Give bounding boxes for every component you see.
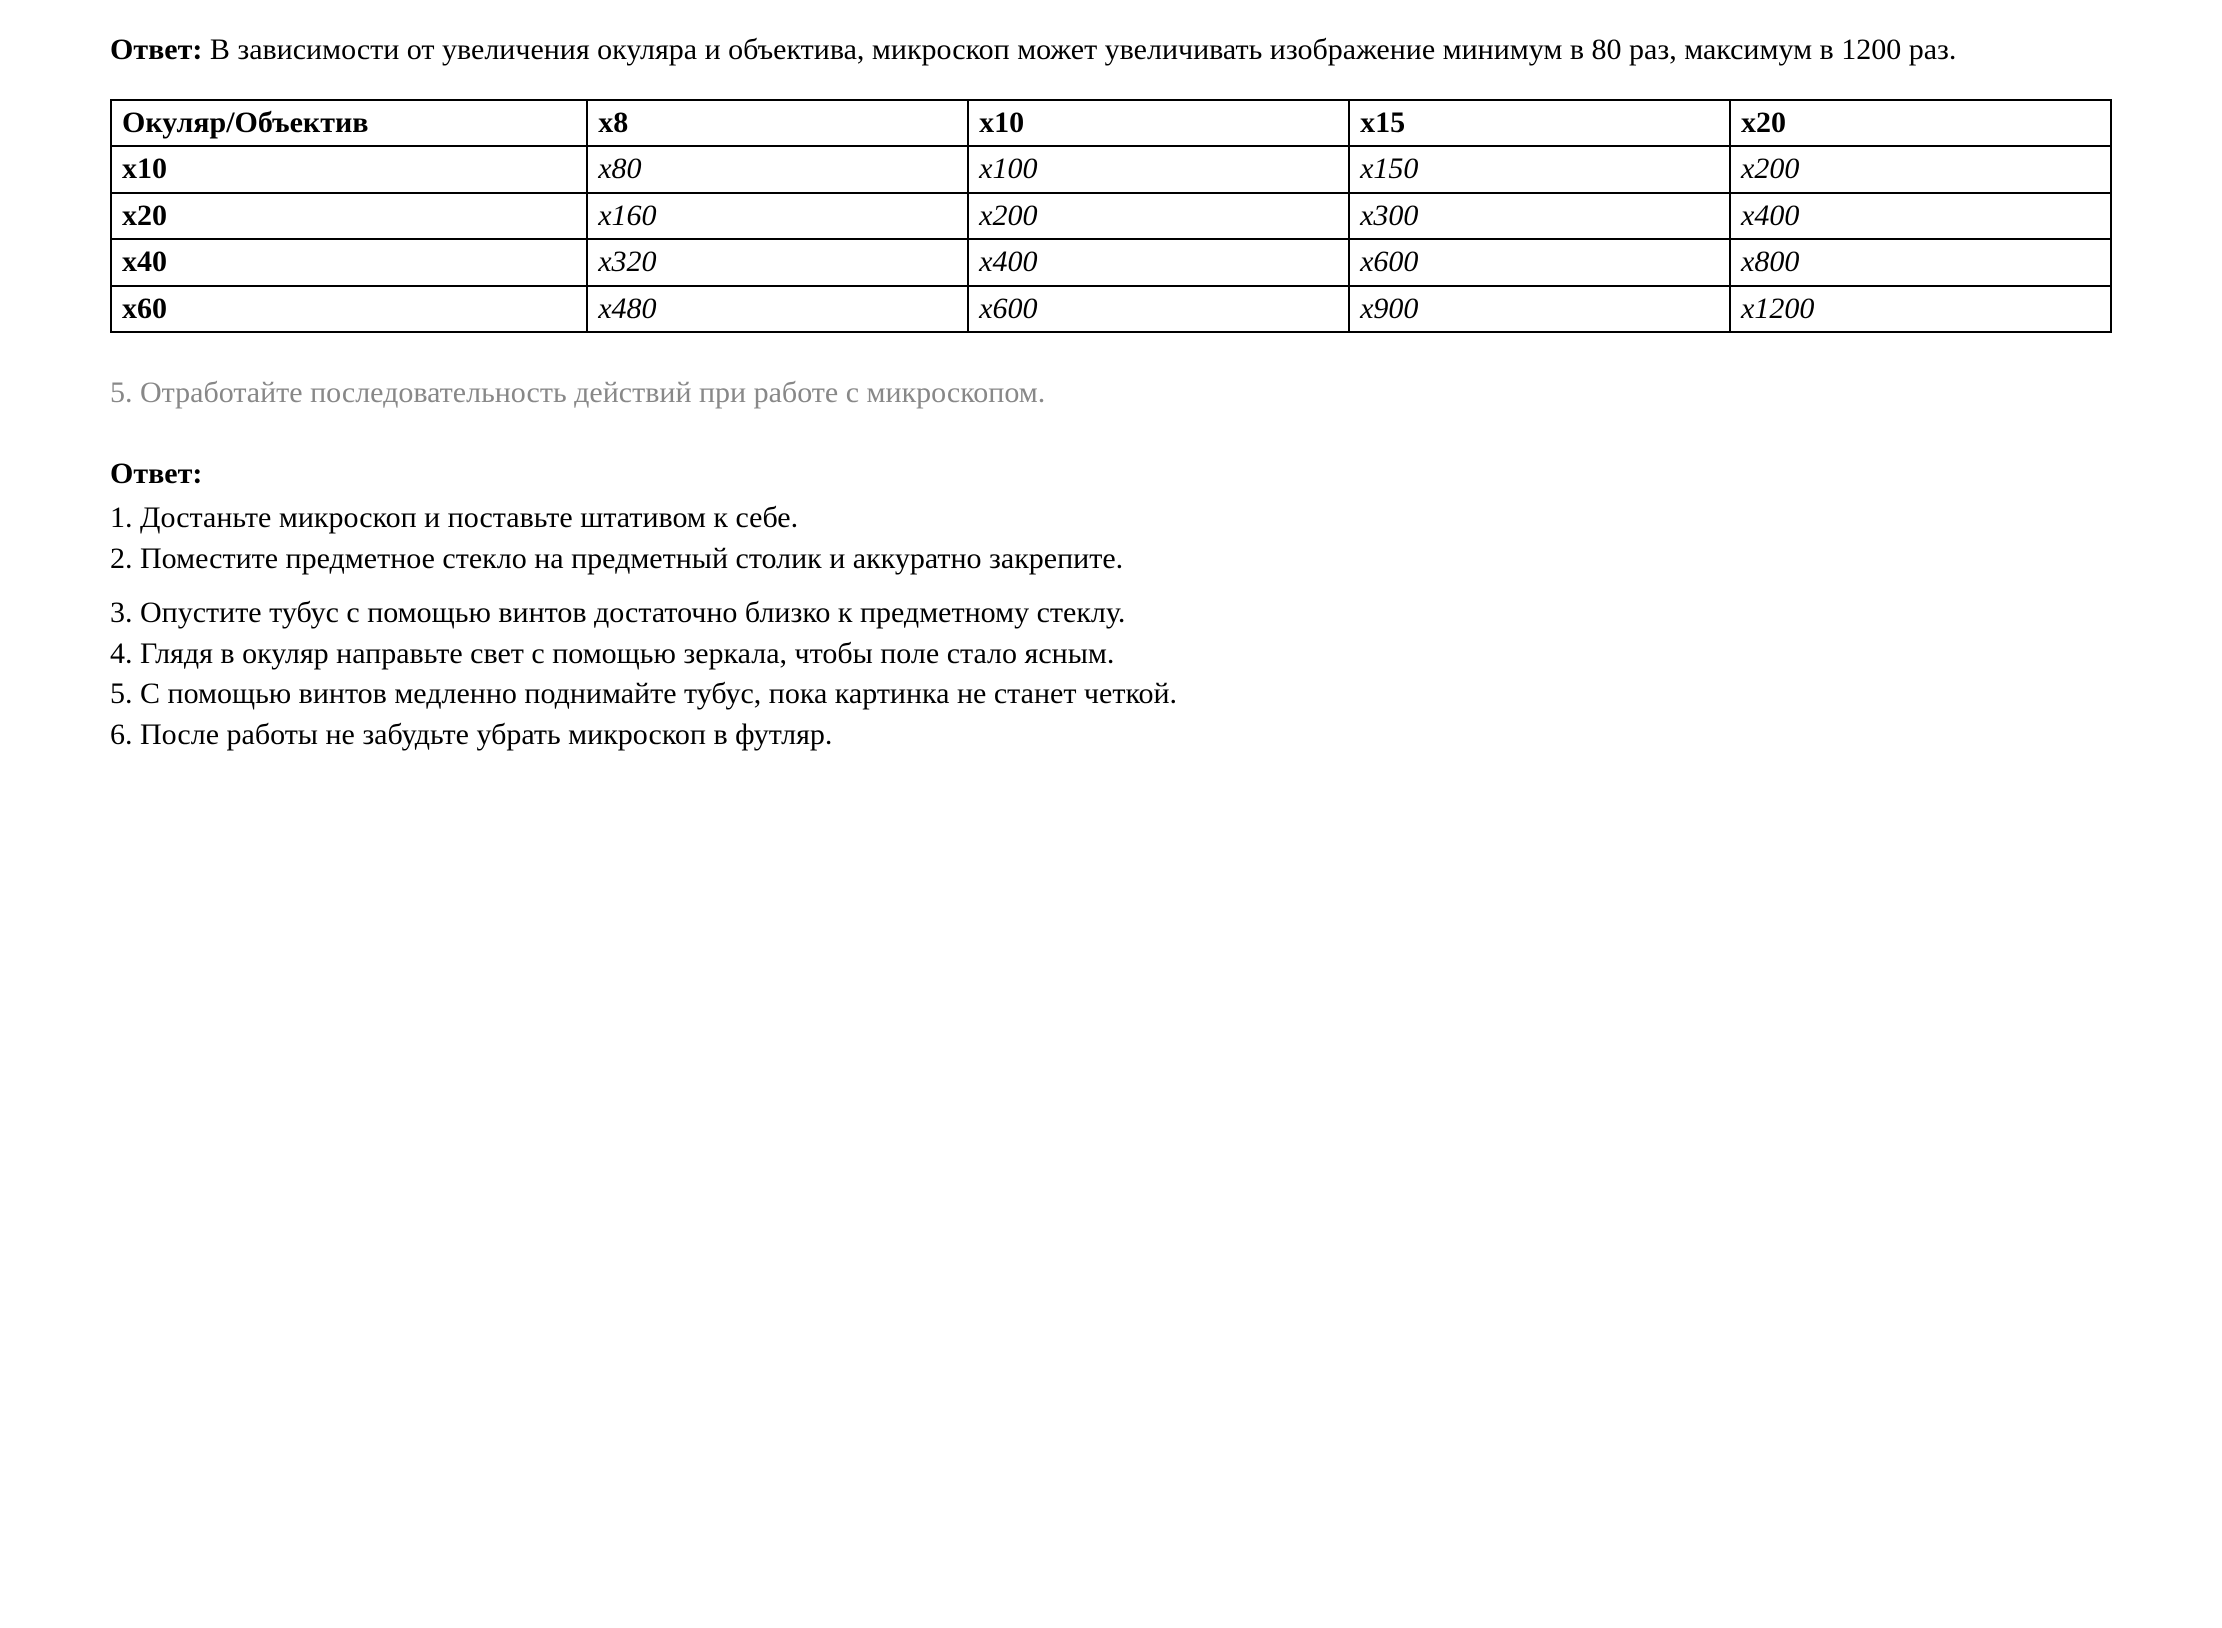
table-cell: x480 <box>587 286 968 333</box>
step-3: 3. Опустите тубус с помощью винтов доста… <box>110 593 2112 634</box>
question-5: 5. Отработайте последовательность действ… <box>110 373 2112 414</box>
answer-1-text: В зависимости от увеличения окуляра и об… <box>210 33 1957 66</box>
step-1: 1. Достаньте микроскоп и поставьте штати… <box>110 498 2112 539</box>
table-cell: x800 <box>1730 239 2111 286</box>
table-row: x10 x80 x100 x150 x200 <box>111 146 2111 193</box>
table-cell: x900 <box>1349 286 1730 333</box>
table-header-cell: x8 <box>587 100 968 147</box>
table-header-cell: x10 <box>968 100 1349 147</box>
table-cell: x80 <box>587 146 968 193</box>
answer-1-label: Ответ: <box>110 33 202 66</box>
table-cell: x600 <box>1349 239 1730 286</box>
table-cell: x400 <box>968 239 1349 286</box>
table-cell: x1200 <box>1730 286 2111 333</box>
table-cell: x400 <box>1730 193 2111 240</box>
table-row-header: x60 <box>111 286 587 333</box>
table-header-cell: x15 <box>1349 100 1730 147</box>
step-4: 4. Глядя в окуляр направьте свет с помощ… <box>110 634 2112 675</box>
table-row: x40 x320 x400 x600 x800 <box>111 239 2111 286</box>
table-cell: x200 <box>968 193 1349 240</box>
table-row-header: x40 <box>111 239 587 286</box>
table-row: x20 x160 x200 x300 x400 <box>111 193 2111 240</box>
answer-2-block: Ответ: 1. Достаньте микроскоп и поставьт… <box>110 454 2112 756</box>
table-header-row: Окуляр/Объектив x8 x10 x15 x20 <box>111 100 2111 147</box>
answer-1-block: Ответ: В зависимости от увеличения окуля… <box>110 30 2112 71</box>
table-row: x60 x480 x600 x900 x1200 <box>111 286 2111 333</box>
step-2: 2. Поместите предметное стекло на предме… <box>110 539 2112 580</box>
table-row-header: x10 <box>111 146 587 193</box>
table-cell: x100 <box>968 146 1349 193</box>
magnification-table: Окуляр/Объектив x8 x10 x15 x20 x10 x80 x… <box>110 99 2112 334</box>
table-cell: x600 <box>968 286 1349 333</box>
table-cell: x320 <box>587 239 968 286</box>
table-header-cell: x20 <box>1730 100 2111 147</box>
table-row-header: x20 <box>111 193 587 240</box>
table-header-cell: Окуляр/Объектив <box>111 100 587 147</box>
table-cell: x160 <box>587 193 968 240</box>
answer-2-label: Ответ: <box>110 454 2112 495</box>
table-cell: x150 <box>1349 146 1730 193</box>
table-cell: x300 <box>1349 193 1730 240</box>
step-5: 5. С помощью винтов медленно поднимайте … <box>110 674 2112 715</box>
table-cell: x200 <box>1730 146 2111 193</box>
step-6: 6. После работы не забудьте убрать микро… <box>110 715 2112 756</box>
